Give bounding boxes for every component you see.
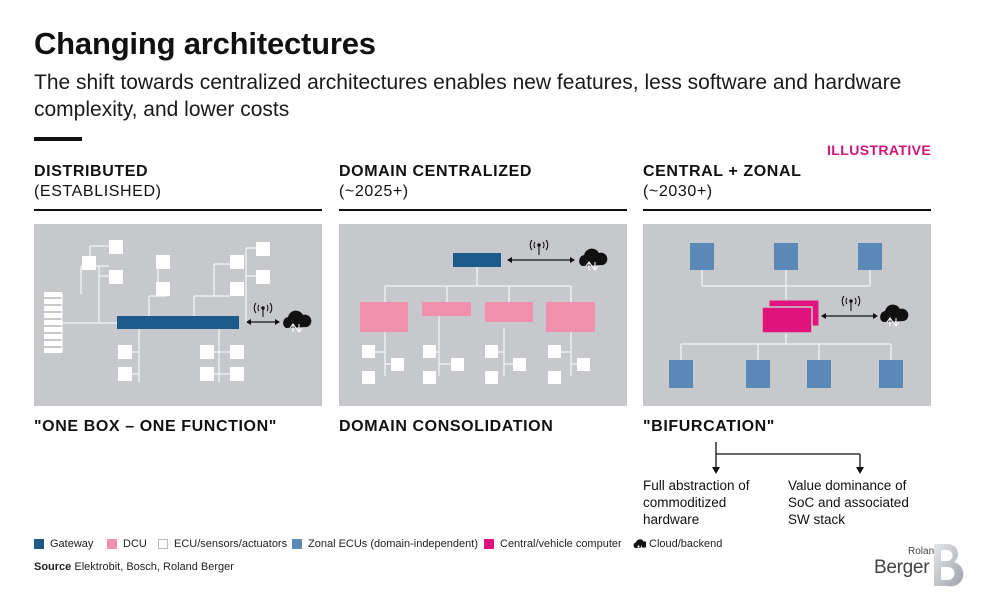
zonal-swatch <box>292 539 302 549</box>
legend-label: ECU/sensors/actuators <box>174 538 288 550</box>
gateway-box <box>453 253 501 267</box>
gateway-box <box>117 316 239 329</box>
column-heading-distributed: DISTRIBUTED (ESTABLISHED) <box>34 162 324 202</box>
dcu-swatch <box>107 539 117 549</box>
ecu-stack <box>44 292 62 353</box>
cloud-icon <box>880 304 909 327</box>
legend-label: Gateway <box>50 538 94 550</box>
domain-centralized-diagram <box>339 224 627 406</box>
cloud-icon <box>579 248 608 271</box>
ecu-boxes <box>82 240 270 381</box>
cloud-link-arrow <box>821 313 878 319</box>
illustrative-tag: ILLUSTRATIVE <box>827 142 932 158</box>
caption-distributed: "ONE BOX – ONE FUNCTION" <box>34 418 277 435</box>
cloud-icon <box>633 539 646 550</box>
bifurcation-right-text: Value dominance of SoC and associated SW… <box>788 478 909 527</box>
bifurcation-left-text: Full abstraction of commoditized hardwar… <box>643 478 750 527</box>
column-divider <box>643 209 931 211</box>
network-lines <box>680 270 892 360</box>
column-title: DISTRIBUTED <box>34 163 149 180</box>
legend-label: Central/vehicle computer <box>500 538 622 550</box>
cloud-icon <box>283 310 312 333</box>
central-computer <box>761 299 820 334</box>
central-zonal-diagram <box>643 224 931 406</box>
column-heading-domain: DOMAIN CENTRALIZED (~2025+) <box>339 162 629 202</box>
logo-b-mark-icon <box>934 544 964 587</box>
gateway-swatch <box>34 539 44 549</box>
zonal-diagram-svg <box>669 243 909 388</box>
source-note: Source Elektrobit, Bosch, Roland Berger <box>34 561 234 573</box>
column-heading-zonal: CENTRAL + ZONAL (~2030+) <box>643 162 933 202</box>
ecu-boxes <box>362 345 590 384</box>
legend-label: Zonal ECUs (domain-independent) <box>308 538 478 550</box>
zonal-ecu-boxes <box>669 243 903 388</box>
caption-zonal: "BIFURCATION" <box>643 418 775 435</box>
legend-label: Cloud/backend <box>649 538 723 550</box>
column-title: CENTRAL + ZONAL <box>643 163 802 180</box>
distributed-diagram-svg <box>44 240 312 382</box>
roland-berger-logo: Roland Berger <box>868 542 972 590</box>
antenna-icon <box>841 295 861 311</box>
caption-domain: DOMAIN CONSOLIDATION <box>339 418 554 435</box>
antenna-icon <box>253 302 273 317</box>
column-divider <box>34 209 322 211</box>
distributed-diagram <box>34 224 322 406</box>
column-subtitle: (~2030+) <box>643 183 713 200</box>
logo-line2: Berger <box>874 557 930 578</box>
central-swatch <box>484 539 494 549</box>
page-title: Changing architectures <box>34 26 376 61</box>
bifurcation-connector <box>712 442 864 474</box>
cloud-link-arrow <box>507 257 575 263</box>
title-underline <box>34 137 82 141</box>
logo-line1: Roland <box>908 546 940 557</box>
legend-label: DCU <box>123 538 147 550</box>
column-title: DOMAIN CENTRALIZED <box>339 163 533 180</box>
source-label: Source <box>34 561 72 573</box>
antenna-icon <box>529 239 549 255</box>
cloud-link-arrow <box>246 319 280 325</box>
dcu-boxes <box>360 302 595 332</box>
column-divider <box>339 209 627 211</box>
page-subtitle: The shift towards centralized architectu… <box>34 71 902 121</box>
column-subtitle: (ESTABLISHED) <box>34 183 162 200</box>
source-text: Elektrobit, Bosch, Roland Berger <box>74 561 234 573</box>
ecu-swatch <box>158 539 168 549</box>
domain-diagram-svg <box>360 239 608 384</box>
column-subtitle: (~2025+) <box>339 183 409 200</box>
